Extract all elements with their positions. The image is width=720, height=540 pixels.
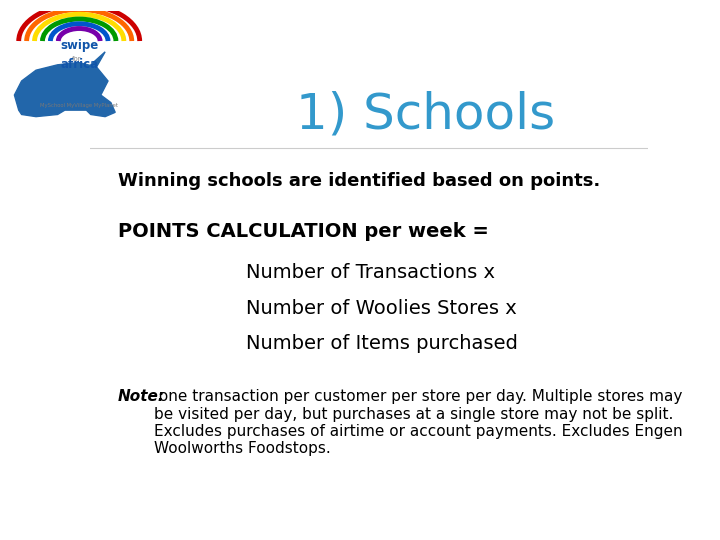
Text: Winning schools are identified based on points.: Winning schools are identified based on … — [118, 172, 600, 190]
Text: africa: africa — [60, 58, 98, 71]
Text: Number of Transactions x: Number of Transactions x — [246, 263, 495, 282]
Text: for: for — [71, 56, 81, 62]
Text: one transaction per customer per store per day. Multiple stores may
be visited p: one transaction per customer per store p… — [154, 389, 683, 456]
Text: Number of Woolies Stores x: Number of Woolies Stores x — [246, 299, 517, 318]
Text: POINTS CALCULATION per week =: POINTS CALCULATION per week = — [118, 221, 489, 241]
Text: 1) Schools: 1) Schools — [297, 91, 556, 139]
Text: Note:: Note: — [118, 389, 165, 404]
Text: swipe: swipe — [60, 39, 99, 52]
Polygon shape — [91, 52, 105, 67]
Polygon shape — [14, 63, 115, 117]
Text: Number of Items purchased: Number of Items purchased — [246, 334, 518, 353]
Text: MySchool MyVillage MyPlanet: MySchool MyVillage MyPlanet — [40, 103, 118, 108]
